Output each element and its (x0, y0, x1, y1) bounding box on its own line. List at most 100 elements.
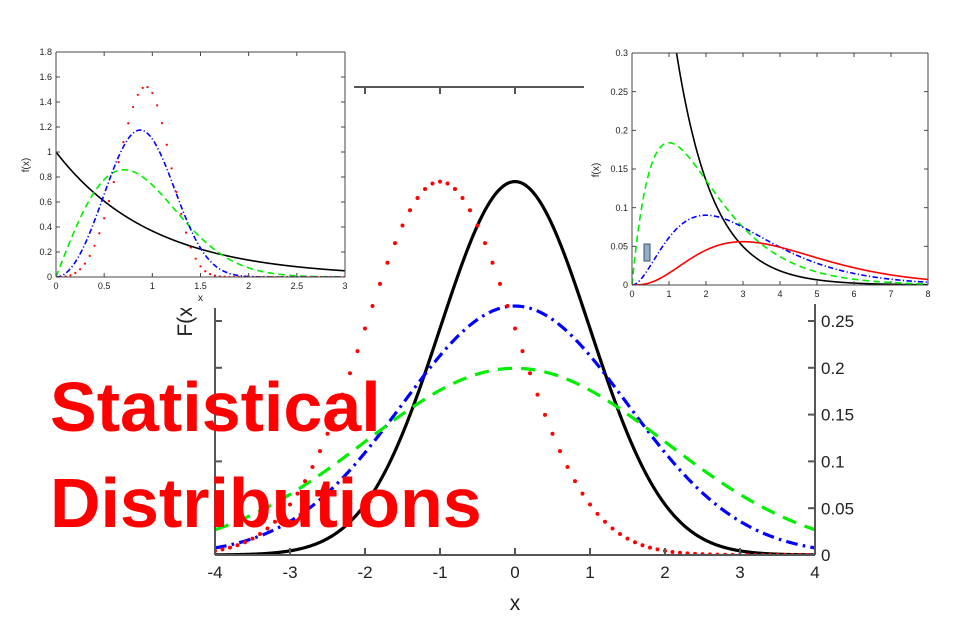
weibull-inset-chart: 0 0.5 1 1.5 2 2.5 3 0 0.2 0.4 0.6 0.8 1 1.2 1.4 1.6 1.8 x… (18, 38, 354, 308)
data-point (505, 303, 510, 308)
data-point (310, 464, 315, 469)
data-point (88, 254, 91, 257)
data-point (93, 244, 96, 247)
data-point (625, 536, 630, 541)
series-gamma-0 (675, 53, 928, 285)
y-tick-label: 0.25 (610, 87, 628, 97)
y-tick-label: 0.05 (610, 242, 628, 252)
y-tick-label: 1.4 (39, 97, 52, 107)
data-point (573, 479, 577, 484)
series-normal-0 (215, 179, 815, 555)
data-point (74, 271, 77, 275)
data-point (204, 270, 207, 273)
y-tick-label: 0.3 (615, 48, 628, 58)
data-point (184, 231, 188, 234)
y-tick-label: 1.6 (39, 72, 52, 82)
x-tick-label: -4 (207, 563, 222, 582)
y-tick-label: 0 (47, 272, 52, 282)
x-tick-label: 0 (53, 281, 58, 291)
data-point (558, 449, 562, 454)
y-tick-label: 0.8 (39, 172, 52, 182)
x-axis-label: x (510, 592, 521, 615)
x-tick-label: 2 (660, 563, 669, 582)
data-point (318, 449, 322, 454)
y-tick-label: 0.2 (615, 126, 628, 136)
data-point (490, 260, 495, 265)
data-point (378, 281, 382, 286)
x-tick-label: 1 (150, 281, 155, 291)
data-point (98, 232, 101, 235)
series-gamma-1 (632, 141, 928, 285)
data-point (678, 550, 682, 555)
data-point (209, 272, 212, 276)
data-point (136, 93, 139, 96)
data-point (273, 519, 277, 524)
data-point (610, 526, 615, 531)
data-point (199, 265, 202, 268)
x-tick-label: -3 (282, 563, 297, 582)
y-tick-label: 0.2 (821, 359, 845, 378)
y-tick-label: 0.1 (615, 203, 628, 213)
data-point (160, 121, 164, 125)
data-point (543, 412, 547, 417)
y-tick-label: 1 (47, 147, 52, 157)
y-tick-label: 0.4 (39, 222, 52, 232)
data-point (194, 257, 197, 260)
y-tick-label: 0 (623, 280, 628, 290)
data-point (595, 511, 600, 516)
data-point (370, 303, 375, 308)
y-axis-label: f(x) (591, 163, 602, 177)
x-tick-label: 2 (246, 281, 251, 291)
data-point (633, 540, 637, 545)
y-axis-label: f(x) (21, 158, 32, 172)
x-tick-label: 4 (810, 563, 819, 582)
series-normal-1 (215, 304, 815, 550)
data-point (325, 431, 330, 436)
data-point (156, 104, 159, 107)
data-point (430, 181, 435, 186)
y-tick-label: 0.15 (821, 406, 854, 425)
data-point (445, 181, 450, 186)
data-point (288, 502, 292, 507)
title-line-1: Statistical (50, 368, 381, 446)
data-point (333, 412, 337, 417)
x-tick-label: 0.5 (98, 281, 111, 291)
data-point (83, 262, 86, 265)
data-point (438, 179, 442, 184)
x-tick-label: 0 (629, 289, 634, 299)
gamma-inset-chart: 0 1 2 3 4 5 6 7 8 0 0.05 0.1 0.15 0.2 0.25 0.3 f(x) (584, 40, 954, 304)
x-tick-label: 5 (814, 289, 819, 299)
data-point (498, 281, 502, 286)
data-point (151, 91, 154, 95)
x-tick-label: 7 (888, 289, 893, 299)
data-point (107, 199, 111, 203)
data-point (280, 511, 285, 516)
data-point (393, 241, 397, 246)
y-tick-label: 0.1 (821, 453, 845, 472)
data-point (355, 349, 360, 354)
y-axis-label: F(x) (174, 299, 197, 336)
data-point (141, 86, 144, 89)
y-tick-label: 0.15 (610, 164, 628, 174)
data-point (265, 526, 270, 531)
data-point (385, 260, 390, 265)
data-point (453, 186, 457, 191)
data-point (363, 326, 367, 331)
data-point (670, 549, 675, 554)
data-point (131, 105, 135, 109)
data-point (408, 208, 412, 213)
x-tick-label: 1 (585, 563, 594, 582)
data-point (258, 532, 262, 537)
data-point (520, 349, 525, 354)
data-point (640, 543, 645, 548)
data-point (103, 217, 106, 220)
inset-background (584, 40, 954, 304)
data-point (112, 181, 115, 184)
data-point (648, 545, 652, 550)
data-point (165, 143, 168, 146)
x-tick-label: 3 (740, 289, 745, 299)
x-tick-label: 2.5 (291, 281, 304, 291)
x-tick-label: 1 (666, 289, 671, 299)
data-point (243, 540, 247, 545)
